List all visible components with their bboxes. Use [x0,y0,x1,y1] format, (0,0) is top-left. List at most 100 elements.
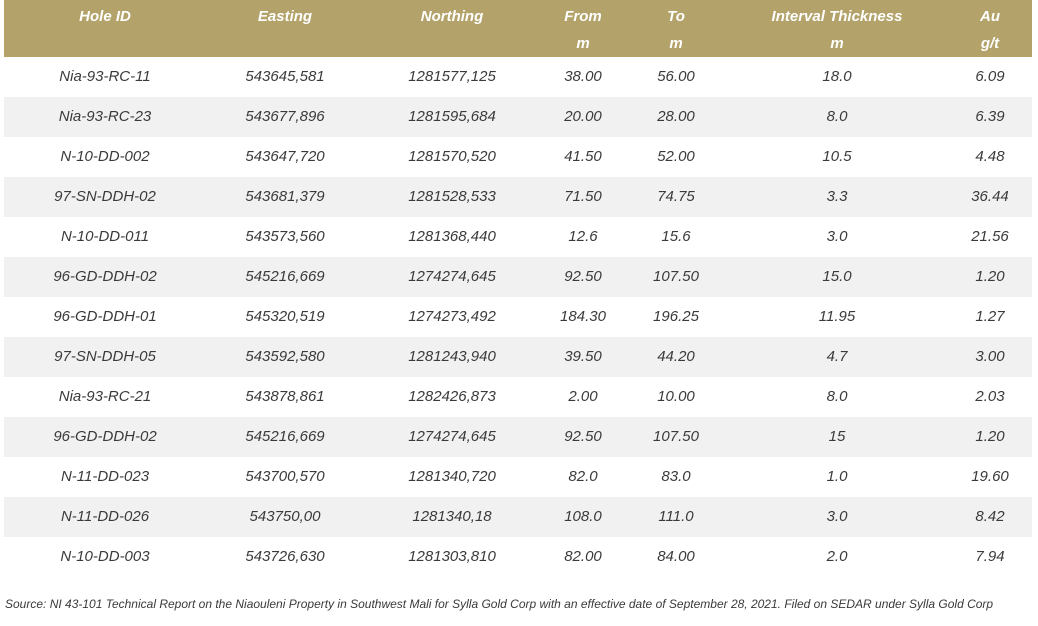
column-header: From [564,8,602,25]
table-cell: 15.6 [661,228,691,245]
table-cell: 1274274,645 [408,268,496,285]
table-row: N-10-DD-003 543726,630 1281303,810 82.00 84.… [4,537,1032,577]
table-row: Nia-93-RC-23 543677,896 1281595,684 20.00 28… [4,97,1032,137]
table-cell: 1281243,940 [408,348,496,365]
table-cell: 543647,720 [245,148,325,165]
table-row: Nia-93-RC-11 543645,581 1281577,125 38.00 56… [4,57,1032,97]
column-unit: m [576,35,590,52]
table-cell: 52.00 [657,148,695,165]
table-cell: 543681,379 [245,188,325,205]
table-cell: 107.50 [653,268,699,285]
table-row: 97-SN-DDH-02 543681,379 1281528,533 71.50 74… [4,177,1032,217]
table-cell: 3.0 [826,228,848,245]
table-cell: 543645,581 [245,68,325,85]
table-cell: 1281577,125 [408,68,496,85]
table-cell: 36.44 [971,188,1009,205]
table-cell: 3.0 [826,508,848,525]
table-cell: 1281368,440 [408,228,496,245]
table-cell: 6.39 [975,108,1005,125]
table-cell: 21.56 [971,228,1009,245]
table-cell: 28.00 [657,108,695,125]
table-cell: 107.50 [653,428,699,445]
table-cell: 82.00 [564,548,602,565]
table-cell: 543700,570 [245,468,325,485]
column-header: Easting [257,8,313,25]
table-cell: 1281303,810 [408,548,496,565]
table-cell: 196.25 [653,308,699,325]
table-cell: 97-SN-DDH-05 [54,348,156,365]
table-cell: Nia-93-RC-21 [58,388,152,405]
table-cell: 84.00 [657,548,695,565]
table-cell: 18.0 [822,68,852,85]
table-row: 96-GD-DDH-01 545320,519 1274273,492 184.30 1… [4,297,1032,337]
table-row: N-10-DD-002 543647,720 1281570,520 41.50 52.… [4,137,1032,177]
table-cell: 108.0 [564,508,602,525]
table-cell: 543573,560 [245,228,325,245]
table-cell: 82.0 [568,468,598,485]
table-cell: 1.0 [826,468,848,485]
column-header: To [667,8,685,25]
table-cell: 1281340,720 [408,468,496,485]
table-cell: 543726,630 [245,548,325,565]
table-cell: 2.00 [568,388,598,405]
column-unit: m [830,35,844,52]
table-row: Nia-93-RC-21 543878,861 1282426,873 2.00 10.… [4,377,1032,417]
table-cell: 71.50 [564,188,602,205]
table-row: 96-GD-DDH-02 545216,669 1274274,645 92.50 10… [4,257,1032,297]
table-cell: 19.60 [971,468,1009,485]
table-cell: 543750,00 [249,508,321,525]
table-cell: 1281595,684 [408,108,496,125]
table-cell: 39.50 [564,348,602,365]
table-cell: 4.48 [975,148,1005,165]
table-cell: N-10-DD-011 [60,228,150,245]
table-cell: 1.27 [975,308,1005,325]
column-unit: m [669,35,683,52]
table-row: N-11-DD-023 543700,570 1281340,720 82.0 83.0… [4,457,1032,497]
table-cell: 4.7 [826,348,848,365]
table-cell: 1281528,533 [408,188,496,205]
table-cell: N-10-DD-003 [60,548,150,565]
table-cell: 83.0 [661,468,691,485]
table-cell: 15 [828,428,846,445]
table-cell: Nia-93-RC-23 [58,108,152,125]
table-cell: 7.94 [975,548,1005,565]
table-cell: 543677,896 [245,108,325,125]
table-cell: 545320,519 [245,308,325,325]
table-cell: 15.0 [822,268,852,285]
table-cell: 38.00 [564,68,602,85]
source-note: Source: NI 43-101 Technical Report on th… [5,597,994,611]
table-cell: 97-SN-DDH-02 [54,188,156,205]
table-cell: 1281570,520 [408,148,496,165]
column-unit: g/t [980,35,1000,52]
table-cell: 1.20 [975,428,1005,445]
table-cell: 1.20 [975,268,1005,285]
table-cell: 6.09 [975,68,1005,85]
table-cell: 10.00 [657,388,695,405]
table-row: N-11-DD-026 543750,00 1281340,18 108.0 111.0… [4,497,1032,537]
table-cell: 10.5 [822,148,852,165]
table-cell: 96-GD-DDH-02 [53,268,157,285]
table-cell: 8.0 [826,108,848,125]
column-header: Interval Thickness [771,8,903,25]
table-cell: 20.00 [564,108,602,125]
table-cell: 1281340,18 [412,508,492,525]
column-header: Au [980,8,1000,25]
table-cell: 12.6 [568,228,598,245]
table-cell: 545216,669 [245,268,325,285]
table-cell: 74.75 [657,188,695,205]
table-cell: 92.50 [564,268,602,285]
column-header: Hole ID [79,8,131,25]
table-cell: N-11-DD-026 [60,508,150,525]
table-cell: Nia-93-RC-11 [59,68,151,85]
table-cell: N-11-DD-023 [60,468,150,485]
table-cell: 543592,580 [245,348,325,365]
table-cell: 2.03 [975,388,1005,405]
table-row: 96-GD-DDH-02 545216,669 1274274,645 92.50 10… [4,417,1032,457]
table-cell: 545216,669 [245,428,325,445]
table-cell: 3.3 [826,188,848,205]
table-cell: 111.0 [658,508,694,525]
table-cell: 3.00 [975,348,1005,365]
table-cell: 1282426,873 [408,388,496,405]
table-cell: 44.20 [657,348,695,365]
